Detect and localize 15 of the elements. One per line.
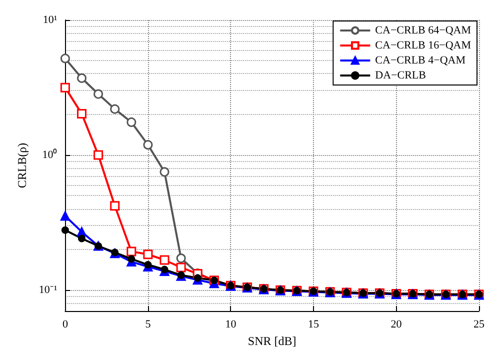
- legend-label: CA−CRLB 16−QAM: [375, 40, 472, 52]
- x-tick-label: 25: [474, 318, 485, 330]
- legend-label: CA−CRLB 64−QAM: [375, 24, 472, 36]
- x-tick-label: 15: [308, 318, 320, 330]
- legend-label: CA−CRLB 4−QAM: [375, 54, 466, 66]
- y-tick-label: 10⁰: [42, 148, 58, 162]
- x-tick-label: 0: [62, 318, 68, 330]
- x-tick-label: 20: [390, 318, 402, 330]
- x-tick-label: 10: [225, 318, 237, 330]
- legend-label: DA−CRLB: [375, 70, 426, 82]
- x-tick-label: 5: [145, 318, 152, 330]
- y-tick-label: 10¹: [42, 14, 58, 26]
- x-axis-title: SNR [dB]: [248, 334, 296, 348]
- y-tick-label: 10⁻¹: [38, 284, 58, 296]
- y-axis-title: CRLB(ρ): [15, 142, 29, 188]
